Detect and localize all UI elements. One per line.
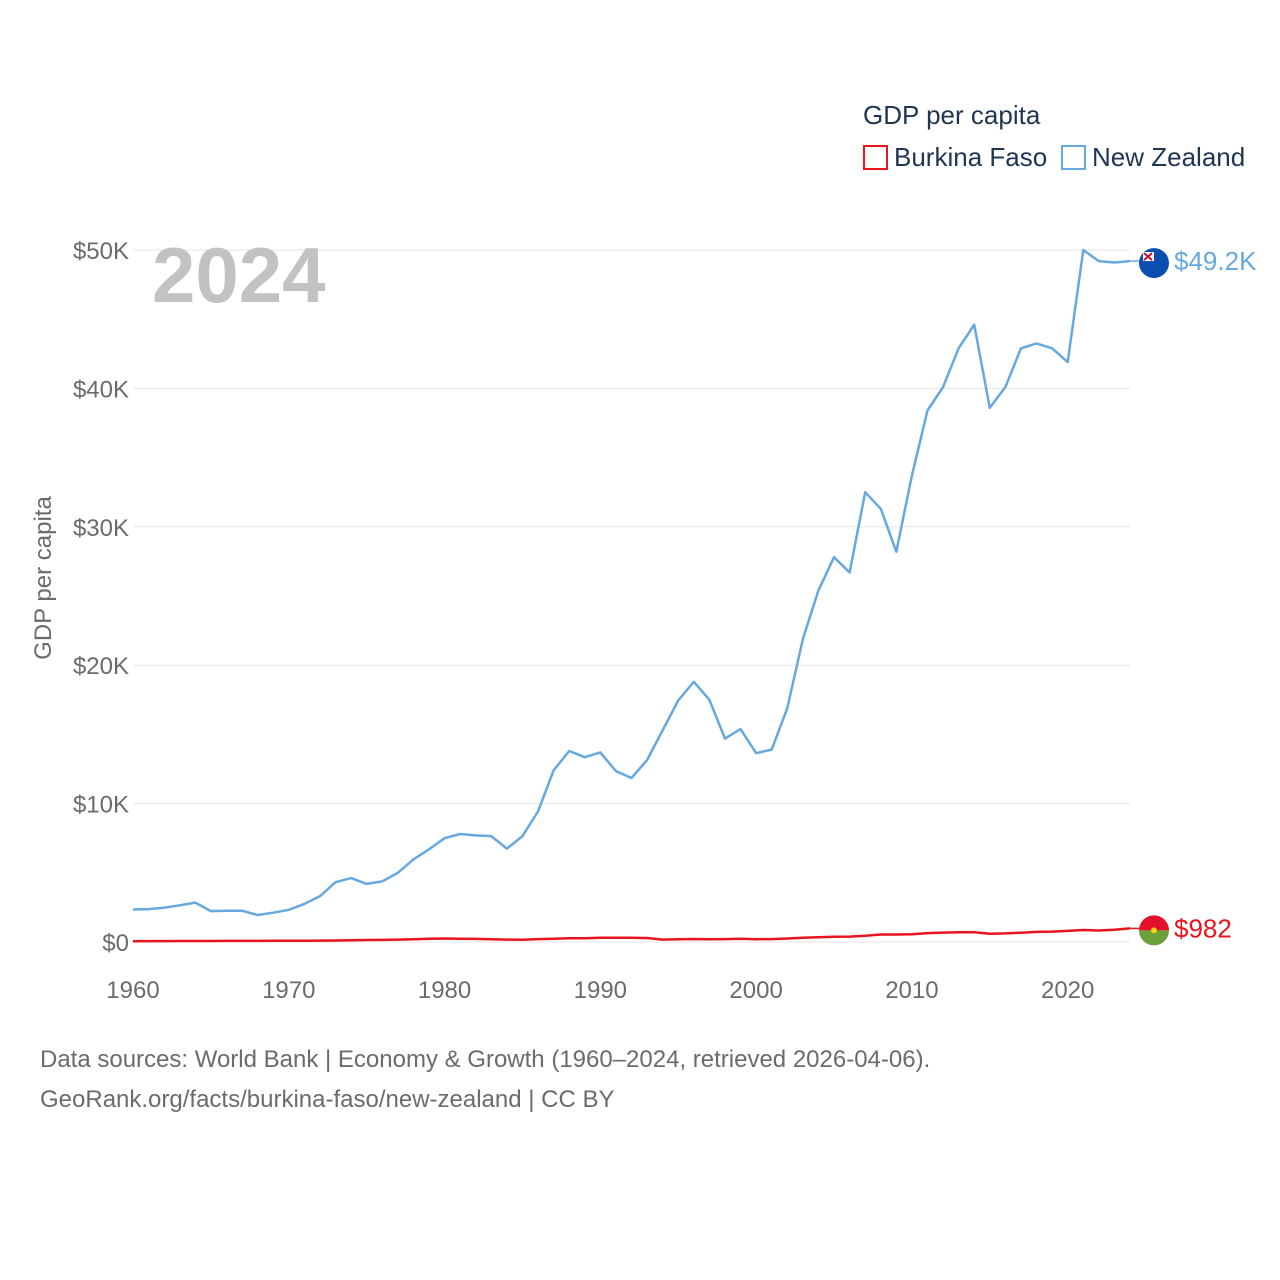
series-lines <box>132 248 1131 943</box>
end-value-label-burkina-faso: $982 <box>1174 913 1232 943</box>
x-tick-label: 2020 <box>1041 977 1094 1004</box>
flag-top-half <box>1139 915 1169 931</box>
source-link-text: GeoRank.org/facts/burkina-faso/new-zeala… <box>40 1086 615 1113</box>
y-tick-label: $50K <box>73 238 129 265</box>
x-tick-label: 2010 <box>885 977 938 1004</box>
y-tick-label: $10K <box>73 792 129 819</box>
grid-lines <box>133 249 1130 943</box>
y-tick-label: $0 <box>102 930 129 957</box>
end-markers: $982 $49.2K <box>1130 246 1257 946</box>
x-tick-label: 1980 <box>418 977 471 1004</box>
x-tick-label: 1990 <box>574 977 627 1004</box>
flag-star <box>1151 927 1157 934</box>
x-tick-label: 1970 <box>262 977 315 1004</box>
flag-cross <box>1143 252 1153 261</box>
y-axis-label: GDP per capita <box>30 496 57 660</box>
legend-swatch-burkina-faso[interactable] <box>863 145 888 170</box>
x-tick-label: 1960 <box>106 977 159 1004</box>
legend-label-burkina-faso[interactable]: Burkina Faso <box>894 142 1047 172</box>
footer: Data sources: World Bank | Economy & Gro… <box>40 1040 930 1120</box>
y-axis-ticks: $0 $10K $20K $30K $40K $50K <box>73 238 129 957</box>
x-tick-label: 2000 <box>729 977 782 1004</box>
legend-label-new-zealand[interactable]: New Zealand <box>1092 142 1245 172</box>
legend-swatch-new-zealand[interactable] <box>1061 145 1086 170</box>
legend: GDP per capita Burkina Faso New Zealand <box>863 100 1245 172</box>
x-axis-ticks: 1960 1970 1980 1990 2000 2010 2020 <box>106 977 1094 1004</box>
data-sources-text: Data sources: World Bank | Economy & Gro… <box>40 1046 931 1073</box>
flag-bottom-half <box>1139 930 1169 946</box>
legend-title: GDP per capita <box>863 100 1041 130</box>
y-tick-label: $40K <box>73 376 129 403</box>
flag-new-zealand-icon <box>1139 248 1169 279</box>
flag-burkina-faso-icon <box>1139 915 1169 946</box>
end-value-label-new-zealand: $49.2K <box>1174 246 1257 276</box>
y-tick-label: $30K <box>73 515 129 542</box>
series-line-burkina-faso <box>132 927 1131 943</box>
series-line-new-zealand <box>132 248 1131 917</box>
year-label: 2024 <box>152 231 326 319</box>
y-tick-label: $20K <box>73 653 129 680</box>
